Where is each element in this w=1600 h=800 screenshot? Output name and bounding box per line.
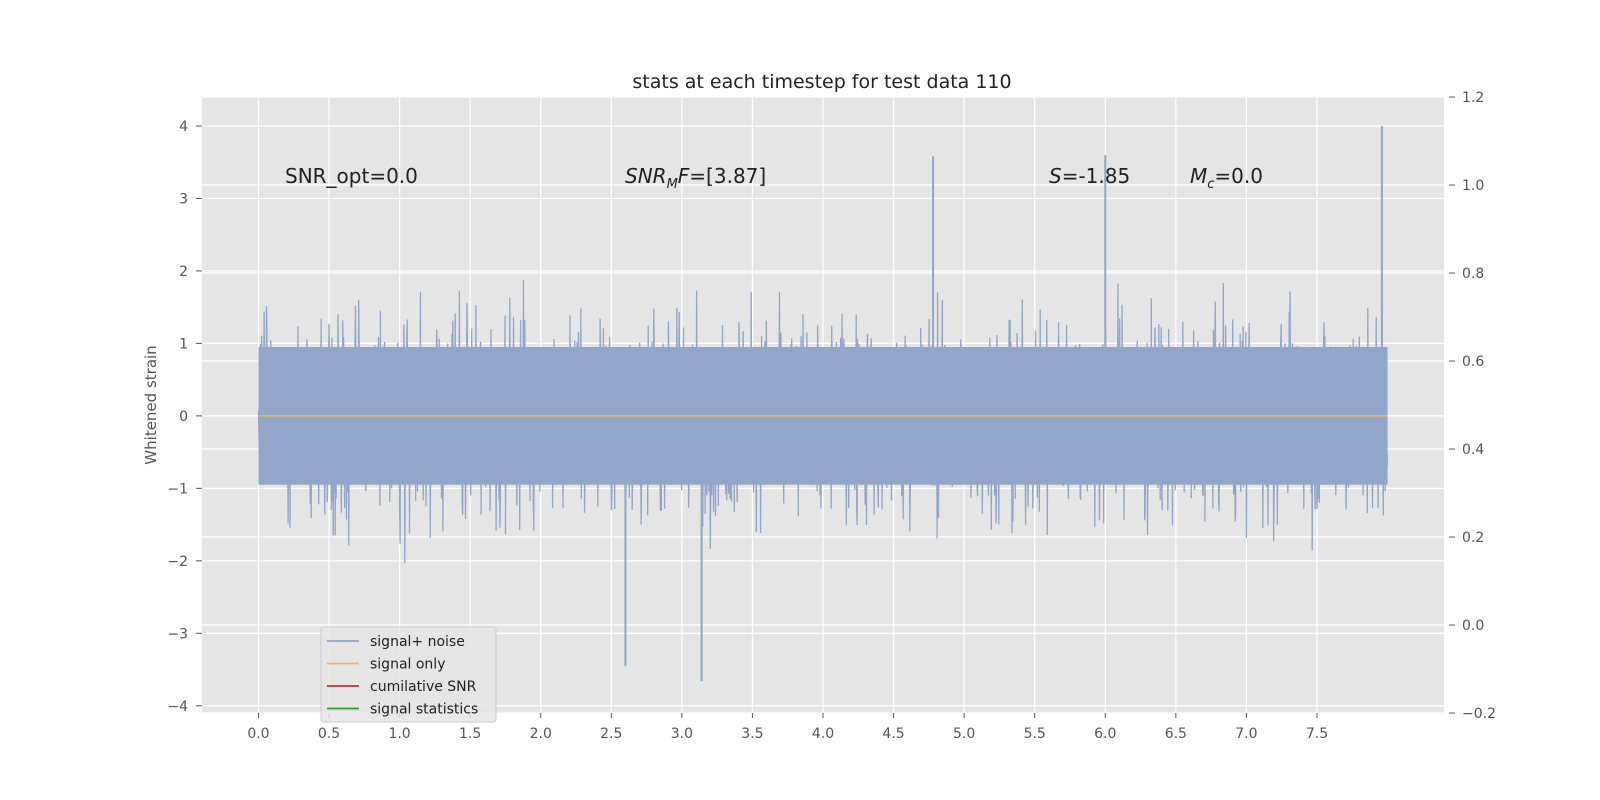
y-tick-label: 2 — [179, 264, 188, 280]
y2-tick-label: 0.0 — [1462, 618, 1484, 634]
x-tick-label: 3.5 — [741, 726, 763, 742]
y-tick-label: 3 — [179, 191, 188, 207]
x-tick-label: 1.5 — [459, 726, 481, 742]
y2-tick-label: 0.2 — [1462, 530, 1484, 546]
x-tick-label: 0.5 — [318, 726, 340, 742]
annotation-snr-mf-rest: =[3.87] — [689, 164, 766, 188]
x-tick-label: 0.0 — [247, 726, 269, 742]
legend: signal+ noise signal only cumilative SNR si… — [320, 626, 497, 723]
y2-axis: 1.2 1.0 0.8 0.6 0.4 0.2 0.0 −0.2 — [1449, 90, 1496, 722]
annotation-s: S=-1.85 — [1049, 164, 1130, 188]
y-tick-label: 0 — [179, 409, 188, 425]
x-tick-label: 4.0 — [812, 726, 834, 742]
legend-label: signal only — [370, 657, 445, 673]
y-tick-label: −2 — [167, 554, 188, 570]
y-tick-label: 4 — [179, 119, 188, 135]
annotation-s-value: =-1.85 — [1062, 164, 1131, 188]
annotation-s-label: S — [1049, 164, 1062, 188]
x-tick-label: 4.5 — [882, 726, 904, 742]
chart-title: stats at each timestep for test data 110 — [632, 71, 1011, 93]
annotation-mc-value: =0.0 — [1214, 164, 1263, 188]
annotation-snr-mf: SNRMF=[3.87] — [625, 164, 766, 192]
x-tick-label: 1.0 — [388, 726, 410, 742]
annotation-snr-opt: SNR_opt=0.0 — [285, 164, 418, 188]
x-tick-label: 7.0 — [1235, 726, 1257, 742]
x-tick-label: 6.0 — [1094, 726, 1116, 742]
x-tick-label: 5.0 — [953, 726, 975, 742]
y-tick-label: −3 — [167, 626, 188, 642]
x-tick-label: 7.5 — [1306, 726, 1328, 742]
y2-tick-label: 0.4 — [1462, 442, 1484, 458]
y2-tick-label: 1.0 — [1462, 178, 1484, 194]
x-axis: 0.0 0.5 1.0 1.5 2.0 2.5 3.0 3.5 4.0 4.5 5.0 5.5 6.0 6… — [247, 713, 1328, 742]
x-tick-label: 2.5 — [600, 726, 622, 742]
annotation-mc-label: M — [1190, 164, 1207, 188]
x-tick-label: 6.5 — [1165, 726, 1187, 742]
y-axis-label: Whitened strain — [142, 345, 160, 464]
x-tick-label: 5.5 — [1024, 726, 1046, 742]
legend-label: cumilative SNR — [370, 679, 477, 695]
x-tick-label: 2.0 — [530, 726, 552, 742]
annotation-mc-sub: c — [1207, 177, 1214, 192]
annotation-mc: Mc=0.0 — [1190, 164, 1263, 192]
y-tick-label: −4 — [167, 699, 188, 715]
legend-label: signal statistics — [370, 702, 478, 718]
y-tick-label: −1 — [167, 481, 188, 497]
x-tick-label: 3.0 — [671, 726, 693, 742]
y2-tick-label: 0.6 — [1462, 354, 1484, 370]
y-tick-label: 1 — [179, 336, 188, 352]
annotation-snr-mf-f: F — [678, 164, 690, 188]
legend-label: signal+ noise — [370, 634, 465, 650]
annotation-snr-mf-sub: M — [667, 177, 678, 192]
y2-tick-label: 1.2 — [1462, 90, 1484, 106]
legend-box — [320, 626, 497, 723]
y2-tick-label: 0.8 — [1462, 266, 1484, 282]
y2-tick-label: −0.2 — [1462, 706, 1496, 722]
y-axis: 4 3 2 1 0 −1 −2 −3 −4 — [167, 119, 202, 715]
annotation-snr-mf-main: SNR — [625, 164, 667, 188]
